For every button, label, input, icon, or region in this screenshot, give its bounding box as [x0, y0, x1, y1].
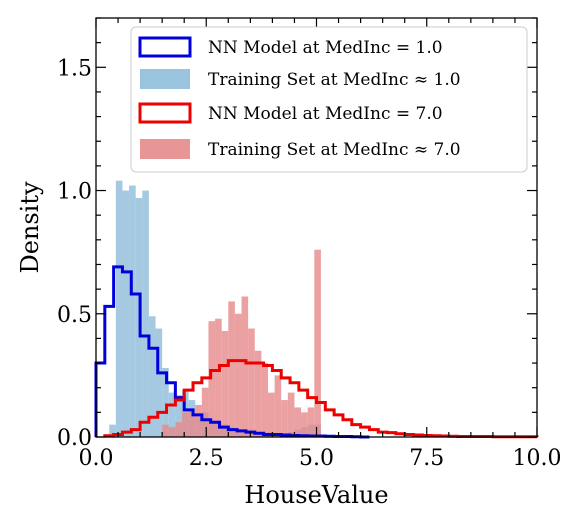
legend-swatch [138, 102, 192, 124]
hist-bar [307, 407, 315, 437]
x-tick-label: 7.5 [409, 446, 444, 471]
hist-bar [228, 301, 235, 437]
hist-bar [148, 316, 156, 437]
x-axis-label: HouseValue [244, 481, 388, 509]
legend: NN Model at MedInc = 1.0 Training Set at … [130, 26, 528, 173]
series-layer [94, 180, 539, 439]
hist-bar [281, 400, 288, 437]
y-tick-label: 1.5 [57, 56, 92, 81]
hist-bar [175, 422, 182, 437]
legend-label: Training Set at MedInc ≈ 7.0 [208, 140, 461, 160]
hist-bar [188, 409, 196, 437]
hist-bar [201, 387, 209, 437]
x-tick-label: 10.0 [513, 446, 562, 471]
hist-bar [175, 395, 182, 437]
legend-label: NN Model at MedInc = 7.0 [208, 104, 443, 124]
legend-swatch [138, 36, 192, 58]
hist-bar [294, 407, 302, 437]
y-axis-label: Density [16, 181, 44, 274]
hist-bar [142, 190, 149, 437]
hist-bar [162, 424, 169, 437]
hist-bar [254, 350, 262, 437]
hist-bar [221, 331, 229, 437]
hist-bar [168, 392, 176, 437]
tick-layer [95, 17, 538, 438]
y-tick-label: 0.0 [57, 426, 92, 451]
hist-bar [122, 190, 130, 437]
y-tick-label: 0.5 [57, 303, 92, 328]
hist-bar [109, 424, 116, 437]
legend-swatch [140, 69, 190, 89]
hist-bar [274, 375, 282, 437]
series-0 [94, 265, 370, 439]
hist-bar [301, 412, 308, 437]
step-line [103, 359, 539, 439]
x-tick-label: 5.0 [299, 446, 334, 471]
hist-bar [314, 249, 321, 437]
hist-bar [115, 180, 123, 437]
series-2 [103, 359, 539, 439]
hist-bar [195, 404, 202, 437]
hist-bar [129, 185, 136, 437]
hist-bar [162, 367, 169, 437]
hist-bar [261, 363, 268, 437]
hist-bar [215, 318, 222, 437]
step-line [94, 265, 370, 439]
legend-swatch [140, 139, 190, 159]
x-tick-label: 2.5 [189, 446, 224, 471]
hist-bar [248, 328, 255, 437]
legend-label: NN Model at MedInc = 1.0 [208, 38, 443, 58]
hist-bar [181, 412, 189, 437]
hist-bar [267, 392, 275, 437]
hist-bar [234, 313, 242, 437]
hist-bar [168, 427, 176, 437]
tick-label-layer: 0.0 2.5 5.0 7.5 10.0 0.0 0.5 1.0 1.5 [57, 56, 561, 471]
legend-label: Training Set at MedInc ≈ 1.0 [208, 70, 461, 90]
hist-bar [241, 296, 249, 437]
hist-bar [287, 392, 295, 437]
hist-bar [155, 328, 163, 437]
legend-box [130, 26, 528, 173]
y-tick-label: 1.0 [57, 180, 92, 205]
x-tick-label: 0.0 [79, 446, 114, 471]
